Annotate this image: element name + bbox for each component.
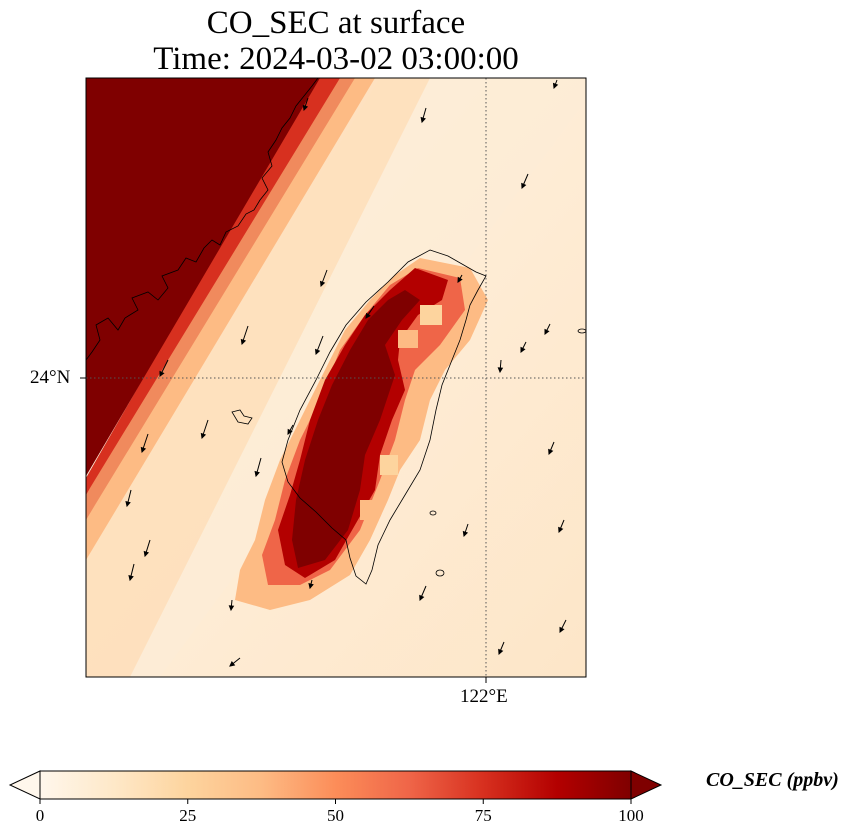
colorbar-tick-label: 75 <box>474 806 492 825</box>
wind-arrowhead <box>462 530 469 538</box>
wind-arrowhead <box>552 82 559 90</box>
wind-arrowhead <box>159 370 165 378</box>
wind-arrowhead <box>419 594 425 602</box>
wind-arrowhead <box>254 470 260 478</box>
wind-arrowhead <box>315 348 321 356</box>
wind-arrowhead <box>319 280 326 288</box>
wind-arrowhead <box>497 367 504 374</box>
wind-arrowhead <box>128 574 134 582</box>
plume-edge-light <box>86 78 375 560</box>
lat-tick-label: 24°N <box>30 367 71 388</box>
wind-arrowhead <box>228 605 235 612</box>
wind-arrowhead <box>308 582 314 590</box>
lon-tick-label: 122°E <box>460 686 508 707</box>
wind-arrowhead <box>200 432 207 440</box>
wind-arrowhead <box>559 626 565 634</box>
taiwan-plume-core <box>292 290 420 568</box>
wind-arrowhead <box>420 116 426 124</box>
colorbar-tick-label: 25 <box>179 806 197 825</box>
islet-east <box>577 328 586 334</box>
penghu-islands <box>231 409 253 425</box>
wind-arrowhead <box>498 648 504 656</box>
wind-arrowhead <box>287 428 293 435</box>
taiwan-coastline <box>281 249 487 585</box>
wind-arrowhead <box>240 338 247 346</box>
wind-vectors <box>125 79 567 667</box>
colorbar-tick-label: 50 <box>327 806 344 825</box>
wind-arrowhead <box>548 448 554 456</box>
plume-cell <box>360 500 378 520</box>
green-island <box>429 510 437 516</box>
map-plot <box>80 77 587 683</box>
wind-arrowhead <box>302 104 309 112</box>
colorbar-tick-marks <box>39 799 632 804</box>
wind-arrowhead <box>143 550 150 558</box>
wind-arrowhead <box>520 346 526 354</box>
wind-arrowhead <box>229 660 236 667</box>
plume-cell <box>398 330 418 348</box>
colorbar-label: CO_SEC (ppbv) <box>706 769 839 791</box>
orchid-island <box>435 569 445 577</box>
colorbar-extend-max <box>630 770 663 800</box>
colorbar-gradient <box>40 771 631 799</box>
colorbar-tick-label: 100 <box>618 806 644 825</box>
colorbar <box>8 770 663 804</box>
colorbar-extend-min <box>8 770 41 800</box>
wind-arrowhead <box>125 500 131 508</box>
map-title-line2: Time: 2024-03-02 03:00:00 <box>153 41 519 77</box>
plume-cell <box>420 305 442 325</box>
wind-arrowhead <box>365 312 371 319</box>
plume-saturated <box>86 78 320 476</box>
wind-arrowhead <box>521 182 527 190</box>
colorbar-tick-label: 0 <box>35 806 45 825</box>
plume-cell <box>380 455 398 475</box>
map-field <box>86 78 586 677</box>
wind-arrowhead <box>457 276 463 283</box>
wind-arrowhead <box>558 526 564 534</box>
mainland-coastline <box>86 78 319 361</box>
wind-arrowhead <box>140 446 147 454</box>
wind-arrowhead <box>544 328 550 336</box>
map-title-line1: CO_SEC at surface <box>206 5 466 41</box>
